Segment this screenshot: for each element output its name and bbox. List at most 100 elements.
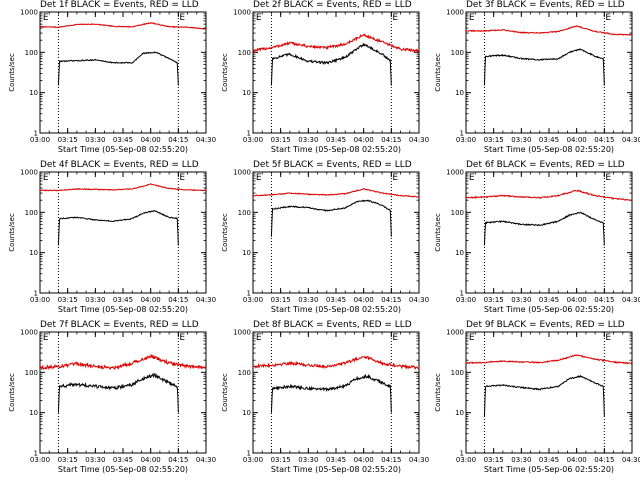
plot-frame: [39, 331, 207, 454]
plot-frame: [39, 11, 207, 134]
events-series-line: [57, 372, 179, 413]
x-tick-label: 04:00: [567, 456, 587, 464]
x-tick-label: 03:00: [456, 456, 476, 464]
panel-title: Det 1f BLACK = Events, RED = LLD: [40, 0, 199, 10]
x-tick-label: 03:30: [85, 296, 105, 304]
interval-marker-label: E: [179, 173, 185, 183]
y-tick-label: 10: [455, 249, 464, 257]
x-tick-label: 04:00: [567, 296, 587, 304]
interval-marker-label: E: [43, 13, 49, 23]
lld-series-line: [252, 33, 420, 53]
y-axis-title: Counts/sec: [8, 373, 16, 412]
y-tick-label: 1: [460, 450, 464, 458]
y-tick-label: 100: [238, 49, 251, 57]
x-tick-label: 04:00: [141, 136, 161, 144]
y-tick-label: 10: [242, 89, 251, 97]
panel-title: Det 5f BLACK = Events, RED = LLD: [253, 160, 412, 170]
y-tick-label: 1000: [233, 9, 251, 17]
interval-marker-label: E: [469, 173, 475, 183]
x-tick-label: 03:30: [511, 136, 531, 144]
x-tick-label: 04:00: [141, 296, 161, 304]
lld-series-line: [465, 25, 633, 36]
x-tick-label: 03:45: [113, 296, 133, 304]
detector-panel-8: Det 8f BLACK = Events, RED = LLD Start Ti…: [213, 320, 429, 480]
x-axis-title: Start Time (05-Sep-06 02:55:20): [483, 465, 615, 474]
x-tick-label: 04:15: [381, 296, 401, 304]
x-tick-label: 03:45: [113, 456, 133, 464]
y-tick-label: 100: [25, 49, 38, 57]
y-axis-title: Counts/sec: [8, 213, 16, 252]
x-axis-title: Start Time (05-Sep-08 02:55:20): [57, 305, 189, 314]
y-tick-label: 1000: [20, 9, 38, 17]
x-tick-label: 04:00: [141, 456, 161, 464]
plot-canvas: 1 10 100 1000 Counts/sec 03:00 03:15 03:30 03:45…: [8, 169, 216, 305]
lld-series-line: [39, 183, 207, 192]
y-tick-label: 10: [29, 409, 38, 417]
events-series-line: [483, 211, 605, 246]
x-axis-title: Start Time (05-Sep-08 02:55:20): [270, 145, 402, 154]
events-series-line: [57, 210, 179, 246]
x-tick-label: 03:30: [85, 456, 105, 464]
y-tick-label: 10: [242, 249, 251, 257]
detector-panel-6: Det 6f BLACK = Events, RED = LLD Start Ti…: [426, 160, 640, 320]
y-tick-label: 10: [242, 409, 251, 417]
plot-frame: [252, 331, 420, 454]
lld-series-line: [39, 353, 207, 371]
interval-marker-label: E: [469, 333, 475, 343]
x-tick-label: 04:00: [354, 296, 374, 304]
interval-marker-label: E: [392, 173, 398, 183]
x-axis-title: Start Time (05-Sep-08 02:55:20): [270, 465, 402, 474]
x-tick-label: 03:15: [58, 296, 78, 304]
x-tick-label: 04:15: [381, 456, 401, 464]
x-tick-label: 04:15: [594, 136, 614, 144]
x-tick-label: 03:45: [326, 136, 346, 144]
plot-canvas: 1 10 100 1000 Counts/sec 03:00 03:15 03:30 03:45…: [8, 329, 216, 465]
plot-canvas: 1 10 100 1000 Counts/sec 03:00 03:15 03:30 03:45…: [221, 9, 429, 145]
events-series-line: [270, 42, 392, 86]
x-tick-label: 04:30: [622, 456, 640, 464]
x-tick-label: 04:15: [168, 296, 188, 304]
x-tick-label: 03:45: [539, 456, 559, 464]
y-tick-label: 1: [460, 290, 464, 298]
y-tick-label: 10: [29, 249, 38, 257]
y-axis-title: Counts/sec: [221, 373, 229, 412]
plot-frame: [252, 11, 420, 134]
x-tick-label: 03:15: [58, 136, 78, 144]
x-tick-label: 03:15: [484, 136, 504, 144]
y-tick-label: 1000: [446, 169, 464, 177]
y-tick-label: 10: [455, 409, 464, 417]
plot-canvas: 1 10 100 1000 Counts/sec 03:00 03:15 03:30 03:45…: [221, 329, 429, 465]
plot-canvas: 1 10 100 1000 Counts/sec 03:00 03:15 03:30 03:45…: [434, 9, 640, 145]
interval-marker-label: E: [43, 333, 49, 343]
x-tick-label: 04:30: [409, 296, 429, 304]
x-tick-label: 04:15: [594, 296, 614, 304]
interval-marker-label: E: [469, 13, 475, 23]
x-tick-label: 03:30: [298, 136, 318, 144]
y-tick-label: 1: [247, 130, 251, 138]
x-tick-label: 04:30: [409, 456, 429, 464]
x-axis-title: Start Time (05-Sep-08 02:55:20): [483, 145, 615, 154]
events-series-line: [57, 51, 179, 86]
x-tick-label: 03:15: [271, 456, 291, 464]
events-series-line: [270, 373, 392, 413]
x-axis-title: Start Time (05-Sep-08 02:55:20): [57, 145, 189, 154]
x-tick-label: 04:30: [622, 296, 640, 304]
y-tick-label: 1000: [233, 169, 251, 177]
panel-title: Det 8f BLACK = Events, RED = LLD: [253, 320, 412, 330]
plot-frame: [465, 171, 633, 294]
x-tick-label: 03:00: [456, 136, 476, 144]
plot-frame: [252, 171, 420, 294]
y-tick-label: 1: [247, 450, 251, 458]
y-tick-label: 1: [34, 290, 38, 298]
y-axis-title: Counts/sec: [434, 213, 442, 252]
x-tick-label: 03:15: [271, 136, 291, 144]
detector-panel-2: Det 2f BLACK = Events, RED = LLD Start Ti…: [213, 0, 429, 160]
x-axis-title: Start Time (05-Sep-08 02:55:20): [270, 305, 402, 314]
plot-canvas: 1 10 100 1000 Counts/sec 03:00 03:15 03:30 03:45…: [434, 169, 640, 305]
x-tick-label: 04:30: [409, 136, 429, 144]
y-axis-title: Counts/sec: [8, 53, 16, 92]
y-tick-label: 100: [451, 209, 464, 217]
y-tick-label: 10: [455, 89, 464, 97]
y-tick-label: 100: [238, 209, 251, 217]
